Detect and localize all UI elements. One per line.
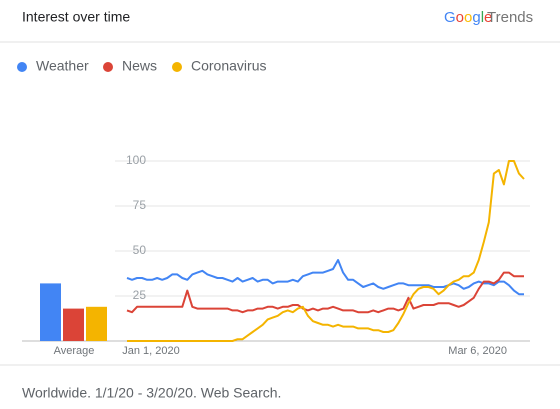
brand-suffix: Trends (487, 9, 533, 26)
average-bar (86, 306, 107, 341)
average-label: Average (54, 345, 95, 357)
y-tick-label: 75 (133, 198, 147, 212)
x-tick-label: Jan 1, 2020 (122, 345, 180, 357)
series-line (126, 271, 524, 314)
legend-label: Weather (36, 58, 89, 74)
legend-marker (17, 62, 27, 72)
y-tick-label: 100 (126, 153, 146, 167)
footer-text: Worldwide. 1/1/20 - 3/20/20. Web Search. (22, 385, 281, 401)
legend-marker (172, 62, 182, 72)
brand-logo: Google (444, 9, 492, 26)
series-line (126, 259, 524, 296)
series-line (127, 160, 525, 342)
widget-title: Interest over time (22, 9, 130, 25)
x-tick-label: Mar 6, 2020 (448, 345, 507, 357)
y-tick-label: 50 (133, 243, 147, 257)
y-tick-label: 25 (133, 288, 147, 302)
legend-label: Coronavirus (191, 58, 266, 74)
average-bar (40, 283, 61, 341)
legend-label: News (122, 58, 157, 74)
legend-marker (103, 62, 113, 72)
average-bar (63, 308, 84, 341)
